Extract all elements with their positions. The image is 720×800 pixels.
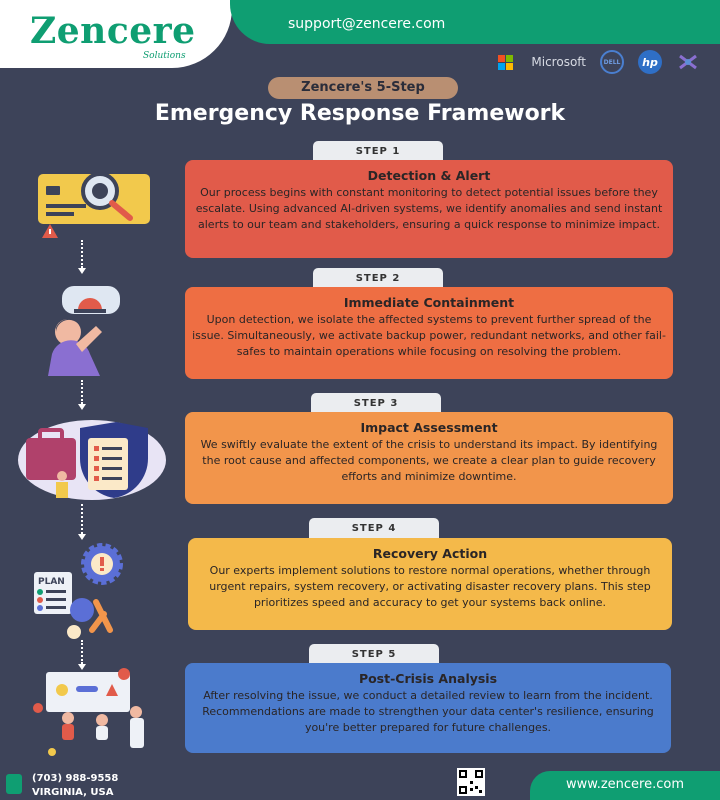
step-title: Immediate Containment <box>343 295 515 310</box>
recovery-illustration: PLAN <box>34 543 123 639</box>
support-email-link[interactable]: support@zencere.com <box>288 16 446 32</box>
header-bar <box>230 0 720 44</box>
analysis-illustration <box>33 668 144 762</box>
qr-code-icon[interactable] <box>457 768 485 796</box>
step-card-2: Immediate Containment Upon detection, we… <box>185 287 673 379</box>
hp-icon: hp <box>638 50 662 74</box>
plan-label: PLAN <box>38 577 65 587</box>
step-body: After resolving the issue, we conduct a … <box>202 689 654 734</box>
phone-number[interactable]: (703) 988-9558 <box>32 773 119 784</box>
step-body: Our experts implement solutions to resto… <box>209 564 651 609</box>
microsoft-label: Microsoft <box>531 55 586 69</box>
brand-logo[interactable]: Zencere <box>30 10 196 52</box>
connector-line <box>81 240 83 268</box>
microsoft-icon <box>498 54 514 70</box>
contact-block: (703) 988-9558 VIRGINIA, USA <box>32 772 118 800</box>
location-text: VIRGINIA, USA <box>32 787 114 798</box>
connector-arrow-icon <box>78 268 86 274</box>
step-card-5: Post-Crisis Analysis After resolving the… <box>185 663 671 753</box>
connector-arrow-icon <box>78 664 86 670</box>
step-title: Recovery Action <box>372 546 488 561</box>
step-title: Impact Assessment <box>360 420 498 435</box>
detection-alert-illustration <box>38 172 150 238</box>
connector-arrow-icon <box>78 404 86 410</box>
connector-line <box>81 640 83 664</box>
step-title: Detection & Alert <box>367 168 491 183</box>
connector-arrow-icon <box>78 534 86 540</box>
phone-icon <box>6 774 22 794</box>
step-card-3: Impact Assessment We swiftly evaluate th… <box>185 412 673 504</box>
footer-bar <box>530 771 720 800</box>
assessment-illustration <box>18 420 166 500</box>
step-card-1: Detection & Alert Our process begins wit… <box>185 160 673 258</box>
page-title: Emergency Response Framework <box>154 101 566 126</box>
subtitle-pill: Zencere's 5-Step <box>268 77 458 99</box>
step-title: Post-Crisis Analysis <box>358 671 498 686</box>
dell-icon: DELL <box>600 50 624 74</box>
brand-subtitle: Solutions <box>143 51 186 61</box>
containment-illustration <box>48 286 120 376</box>
step-card-4: Recovery Action Our experts implement so… <box>188 538 672 630</box>
tech-partner-icon <box>679 54 697 70</box>
step-body: Upon detection, we isolate the affected … <box>192 313 666 358</box>
step-body: We swiftly evaluate the extent of the cr… <box>200 438 658 483</box>
connector-line <box>81 380 83 404</box>
step-body: Our process begins with constant monitor… <box>195 186 663 231</box>
partner-logos: Microsoft DELL hp <box>498 50 700 74</box>
connector-line <box>81 504 83 534</box>
website-link[interactable]: www.zencere.com <box>566 777 684 792</box>
logo-panel <box>0 0 232 68</box>
